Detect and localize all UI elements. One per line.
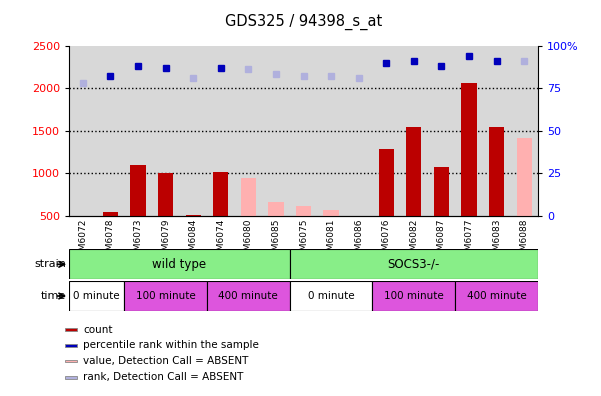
Bar xyxy=(379,148,394,216)
Bar xyxy=(186,215,201,216)
Text: 0 minute: 0 minute xyxy=(73,291,120,301)
Bar xyxy=(241,178,256,216)
Bar xyxy=(373,281,455,311)
Bar xyxy=(516,138,532,216)
Text: GDS325 / 94398_s_at: GDS325 / 94398_s_at xyxy=(225,13,382,30)
Text: time: time xyxy=(41,291,66,301)
Bar xyxy=(103,212,118,216)
Bar xyxy=(455,281,538,311)
Text: strain: strain xyxy=(34,259,66,269)
Text: value, Detection Call = ABSENT: value, Detection Call = ABSENT xyxy=(83,356,248,366)
Bar xyxy=(268,202,284,216)
Bar xyxy=(434,167,449,216)
Text: percentile rank within the sample: percentile rank within the sample xyxy=(83,340,259,350)
Bar xyxy=(66,360,78,362)
Bar xyxy=(69,281,124,311)
Text: count: count xyxy=(83,325,112,335)
Bar xyxy=(66,344,78,346)
Text: 400 minute: 400 minute xyxy=(466,291,526,301)
Text: 400 minute: 400 minute xyxy=(219,291,278,301)
Bar xyxy=(130,165,145,216)
Bar xyxy=(207,281,290,311)
Bar xyxy=(290,281,373,311)
Bar xyxy=(69,249,290,279)
Text: rank, Detection Call = ABSENT: rank, Detection Call = ABSENT xyxy=(83,372,243,383)
Text: 0 minute: 0 minute xyxy=(308,291,355,301)
Bar xyxy=(124,281,207,311)
Bar xyxy=(66,376,78,379)
Text: SOCS3-/-: SOCS3-/- xyxy=(388,258,440,271)
Bar xyxy=(290,249,538,279)
Text: 100 minute: 100 minute xyxy=(384,291,444,301)
Bar xyxy=(462,83,477,216)
Bar xyxy=(213,172,228,216)
Bar xyxy=(489,127,504,216)
Text: wild type: wild type xyxy=(153,258,207,271)
Bar xyxy=(66,328,78,331)
Bar xyxy=(296,206,311,216)
Bar xyxy=(158,173,173,216)
Text: 100 minute: 100 minute xyxy=(136,291,195,301)
Bar xyxy=(323,210,339,216)
Bar xyxy=(406,127,421,216)
